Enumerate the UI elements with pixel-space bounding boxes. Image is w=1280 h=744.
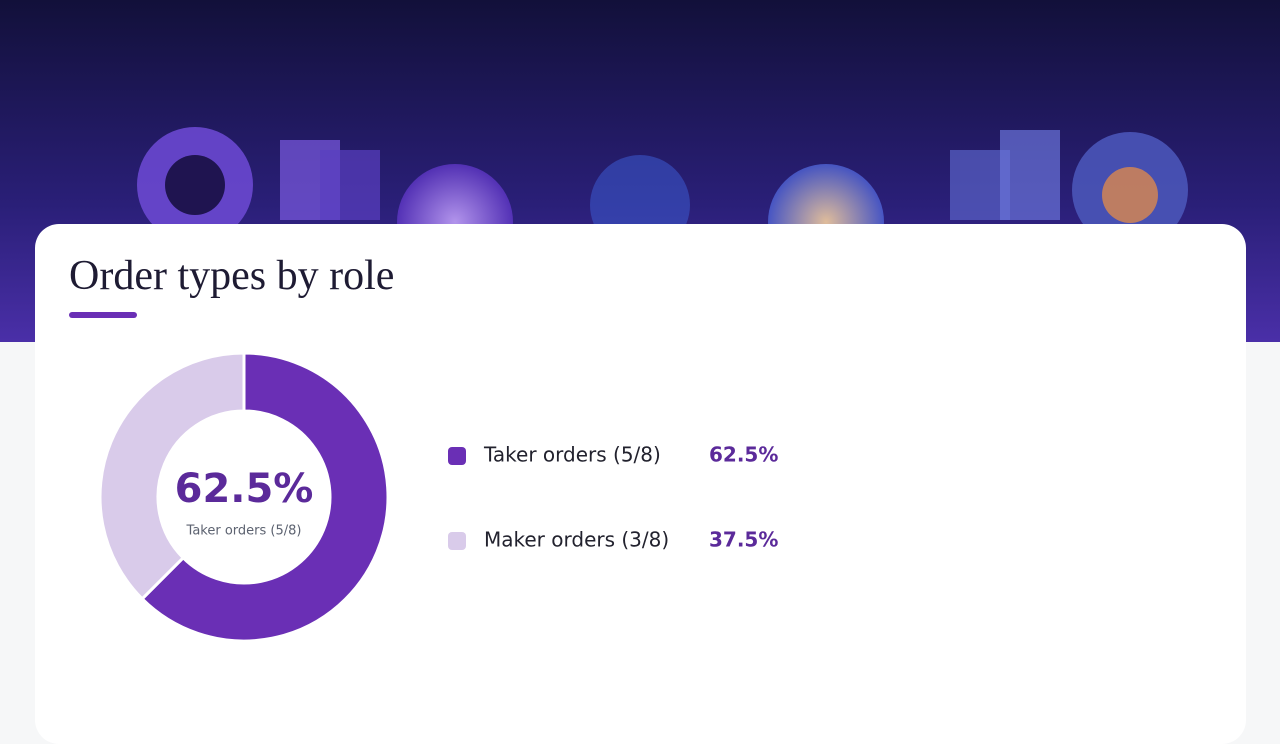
legend-value: 37.5% xyxy=(709,528,778,552)
legend-label: Taker orders (5/8) xyxy=(483,443,661,467)
card xyxy=(35,224,1246,744)
donut-slice xyxy=(98,351,246,601)
donut-slice xyxy=(140,351,390,643)
title-underline xyxy=(69,312,137,318)
center-value: 62.5% xyxy=(175,466,314,512)
page: {"chart_data": {"type": "donut", "title"… xyxy=(0,0,1280,643)
chart-title: Order types by role xyxy=(69,253,394,299)
legend-swatch xyxy=(448,447,466,465)
chart: Order types by role 62.5% Taker orders (5… xyxy=(69,253,778,643)
legend-swatch xyxy=(448,532,466,550)
legend-value: 62.5% xyxy=(709,443,778,467)
legend-label: Maker orders (3/8) xyxy=(484,528,669,552)
center-label: Taker orders (5/8) xyxy=(186,524,302,539)
